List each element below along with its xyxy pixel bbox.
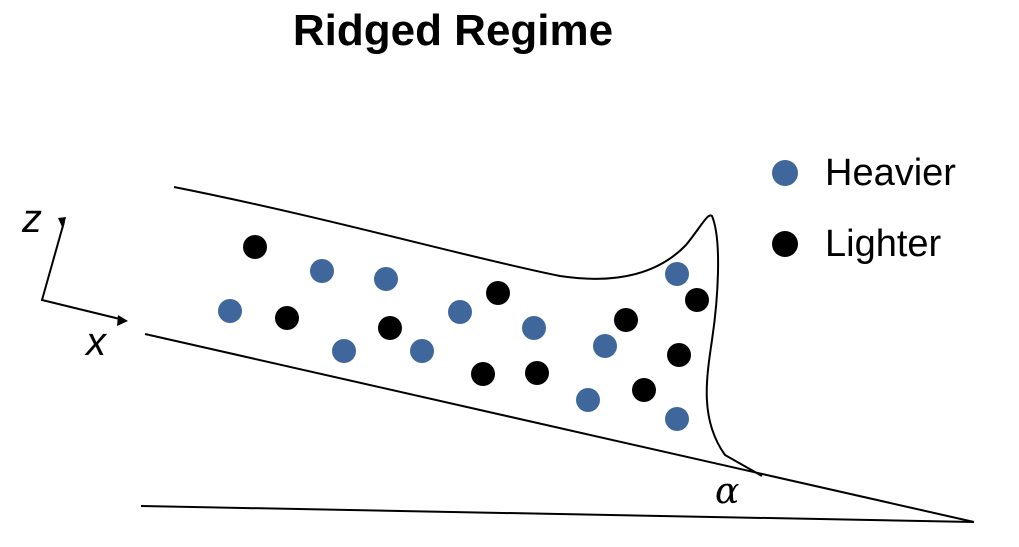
lighter-dot-icon — [772, 231, 798, 257]
particles-lighter — [243, 235, 709, 402]
z-axis-label: z — [21, 197, 42, 241]
heavier-particle — [665, 407, 689, 431]
lighter-particle — [614, 308, 638, 332]
heavier-particle — [310, 259, 334, 283]
particles-heavier — [218, 259, 689, 431]
axis-indicator: z x — [21, 197, 128, 364]
lighter-particle — [667, 343, 691, 367]
heavier-particle — [522, 316, 546, 340]
legend-item-heavier: Heavier — [772, 150, 1002, 196]
lighter-particle — [378, 316, 402, 340]
lighter-particle — [275, 306, 299, 330]
legend-label-heavier: Heavier — [825, 152, 956, 194]
angle-alpha-label: α — [715, 471, 739, 512]
lighter-particle — [471, 362, 495, 386]
x-arrow-icon — [117, 315, 128, 326]
slope-line — [144, 333, 975, 523]
lighter-particle — [632, 378, 656, 402]
heavier-dot-icon — [772, 160, 798, 186]
legend-item-lighter: Lighter — [772, 221, 1002, 267]
heavier-particle — [332, 339, 356, 363]
axis-lines — [40, 221, 125, 321]
heavier-particle — [593, 334, 617, 358]
heavier-particle — [410, 339, 434, 363]
heavier-particle — [218, 299, 242, 323]
heavier-particle — [448, 300, 472, 324]
heavier-particle — [576, 388, 600, 412]
lighter-particle — [685, 288, 709, 312]
lighter-particle — [486, 281, 510, 305]
legend-label-lighter: Lighter — [825, 223, 942, 265]
x-axis-label: x — [84, 320, 108, 364]
diagram-title: Ridged Regime — [292, 6, 614, 55]
legend: Heavier Lighter — [772, 150, 1002, 292]
z-arrow-icon — [58, 217, 66, 229]
lighter-particle — [243, 235, 267, 259]
horizontal-base-line — [140, 505, 975, 523]
heavier-particle — [374, 267, 398, 291]
lighter-particle — [525, 361, 549, 385]
flow-outline — [173, 186, 763, 477]
heavier-particle — [665, 262, 689, 286]
